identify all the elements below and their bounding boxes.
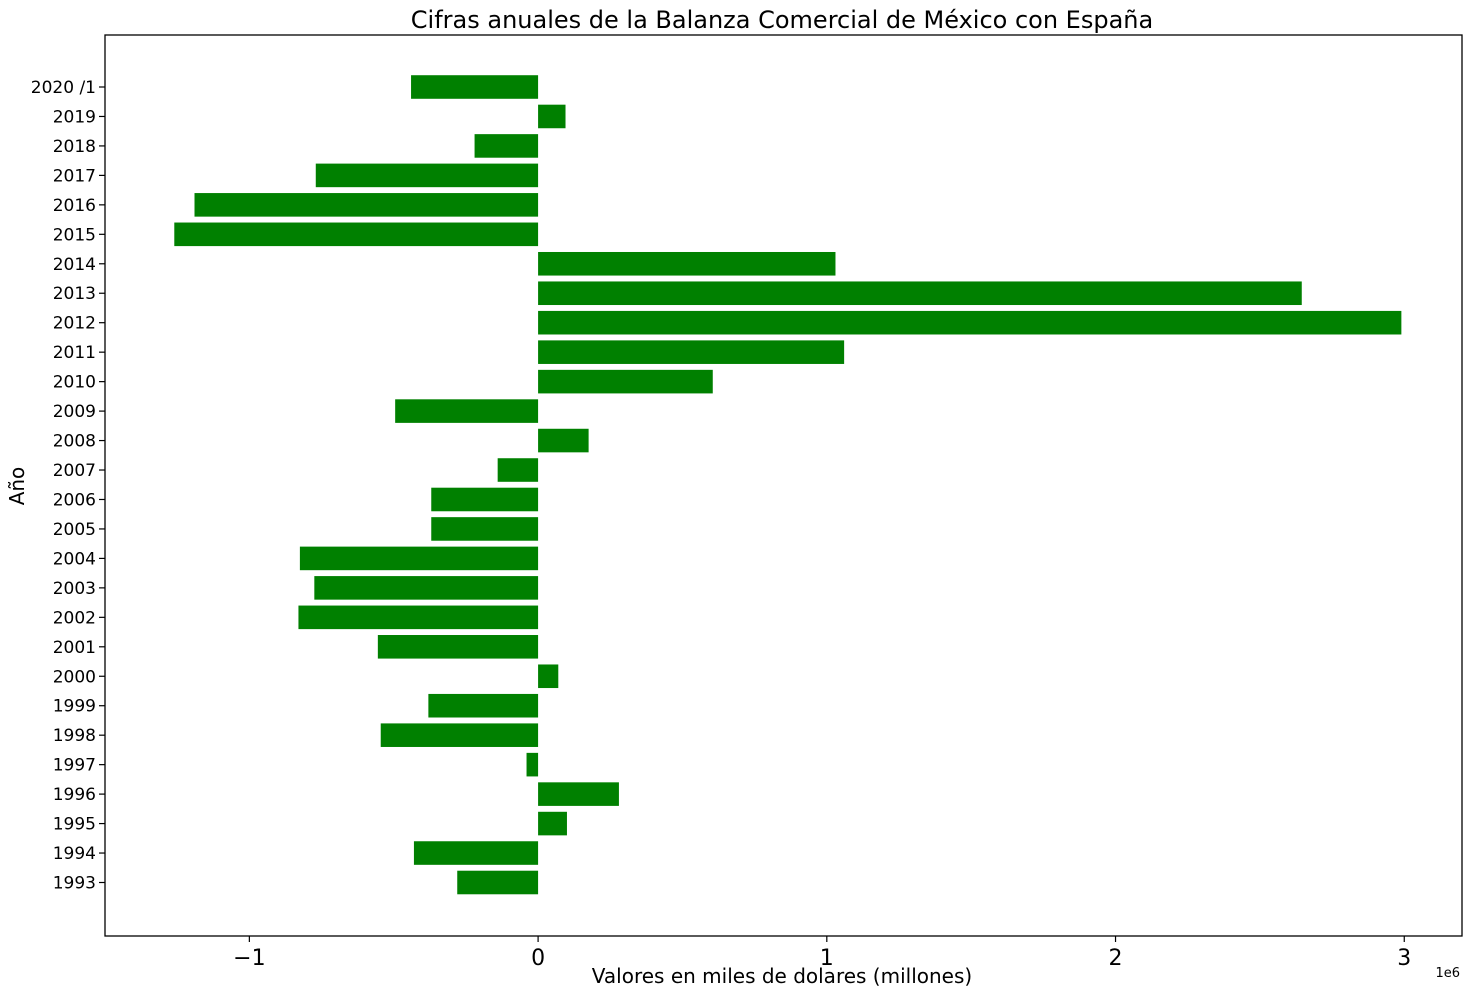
bar-20201	[411, 75, 539, 99]
y-tick-label: 2010	[53, 373, 96, 393]
bar-1997	[526, 752, 539, 777]
y-tick-label: 1993	[53, 874, 96, 894]
y-tick-label: 2019	[53, 107, 96, 127]
x-tick-label: 2	[1109, 946, 1123, 971]
bar-2001	[377, 635, 539, 659]
y-tick-label: 1996	[53, 785, 96, 805]
y-tick-label: 2013	[53, 284, 96, 304]
x-offset-text: 1e6	[1435, 966, 1460, 981]
bar-2011	[538, 340, 845, 364]
bar-2006	[431, 487, 539, 512]
y-tick-label: 2020 /1	[31, 78, 96, 98]
chart-title: Cifras anuales de la Balanza Comercial d…	[411, 6, 1153, 34]
y-tick-label: 2005	[53, 520, 96, 540]
x-tick-label: 1	[820, 946, 834, 971]
bar-2000	[538, 664, 559, 689]
bar-2017	[315, 163, 539, 188]
bar-2005	[431, 517, 539, 541]
y-tick-label: 2002	[53, 608, 96, 628]
y-tick-label: 1998	[53, 726, 96, 746]
bar-1994	[413, 841, 539, 865]
y-tick-label: 2004	[53, 549, 96, 569]
y-tick-label: 2015	[53, 225, 96, 245]
x-tick-label: 3	[1397, 946, 1411, 971]
y-tick-label: 2000	[53, 667, 96, 687]
y-tick-label: 2009	[53, 402, 96, 422]
bar-2012	[538, 310, 1402, 335]
bar-1995	[538, 811, 567, 836]
bar-2004	[299, 546, 539, 571]
bar-2019	[538, 104, 566, 129]
bar-2014	[538, 251, 836, 276]
y-tick-label: 2014	[53, 255, 96, 275]
y-tick-label: 2007	[53, 461, 96, 481]
y-tick-label: 2001	[53, 638, 96, 658]
x-axis-ticks: −1 0 1 2 3	[233, 936, 1411, 971]
bar-1999	[428, 693, 539, 718]
bar-2018	[474, 134, 539, 158]
y-tick-label: 1997	[53, 756, 96, 776]
y-tick-label: 2008	[53, 432, 96, 452]
bar-2013	[538, 281, 1302, 306]
x-axis-label: Valores en miles de dolares (millones)	[592, 964, 972, 988]
bar-2007	[497, 458, 539, 482]
bar-2003	[314, 576, 539, 600]
y-tick-label: 2016	[53, 196, 96, 216]
y-tick-label: 1995	[53, 815, 96, 835]
y-tick-label: 2018	[53, 137, 96, 157]
y-axis-ticks: 1993 1994 1995 1996 1997 1998 1999 2000 2001 2002…	[31, 78, 105, 894]
bar-2010	[538, 369, 713, 394]
y-tick-label: 2012	[53, 314, 96, 334]
y-tick-label: 2003	[53, 579, 96, 599]
plot-frame	[104, 34, 1463, 937]
x-tick-label: 0	[531, 946, 545, 971]
bar-2015	[174, 222, 539, 247]
y-axis-label: Año	[5, 467, 29, 506]
bar-1993	[457, 870, 539, 895]
y-tick-label: 2017	[53, 166, 96, 186]
y-tick-label: 2006	[53, 490, 96, 510]
y-tick-label: 1994	[53, 844, 96, 864]
x-tick-label: −1	[233, 946, 265, 971]
bar-2002	[298, 605, 539, 630]
y-tick-label: 1999	[53, 697, 96, 717]
bar-2008	[538, 428, 589, 453]
bar-2009	[395, 399, 539, 423]
bar-2016	[194, 193, 539, 217]
bar-1998	[380, 723, 539, 747]
bar-1996	[538, 782, 619, 806]
y-tick-label: 2011	[53, 343, 96, 363]
bars-group	[174, 75, 1402, 895]
